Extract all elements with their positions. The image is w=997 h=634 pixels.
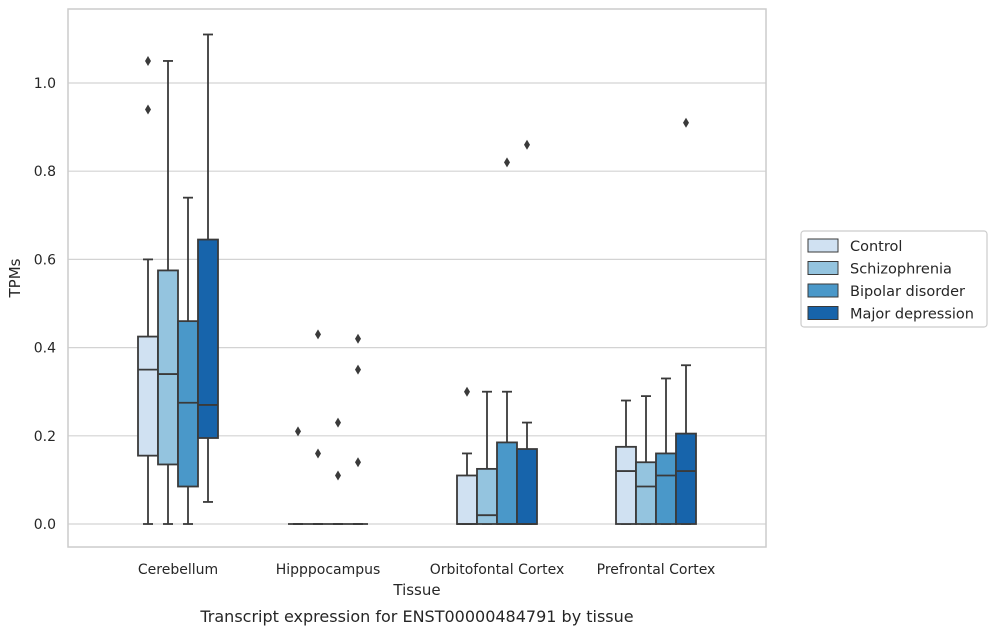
outlier-point — [355, 364, 361, 375]
box — [456, 474, 478, 525]
box-group — [348, 333, 368, 525]
box — [197, 238, 219, 439]
outlier-point — [355, 457, 361, 468]
legend-label: Schizophrenia — [850, 262, 952, 278]
outlier-point — [464, 386, 470, 397]
outlier-point — [315, 448, 321, 459]
box — [496, 441, 518, 525]
box — [516, 448, 538, 525]
box-group — [635, 395, 657, 525]
box — [655, 452, 677, 525]
legend: Control Schizophrenia Bipolar disorder Majo… — [800, 230, 988, 328]
box — [675, 432, 697, 525]
x-tick-label: Hipppocampus — [276, 562, 381, 578]
boxes — [137, 33, 697, 525]
outlier-point — [355, 333, 361, 344]
box-group — [655, 377, 677, 525]
x-tick-labels: Cerebellum Hipppocampus Orbitofontal Corte… — [138, 562, 715, 578]
box-group — [516, 139, 538, 525]
box-group — [328, 417, 348, 525]
y-tick-label: 0.8 — [34, 164, 56, 180]
legend-swatch — [807, 238, 839, 253]
legend-swatch — [807, 261, 839, 275]
legend-swatch — [807, 306, 839, 320]
legend-label: Control — [850, 239, 902, 255]
legend-label: Bipolar disorder — [850, 284, 965, 300]
box-group — [496, 157, 518, 525]
box-group — [308, 329, 328, 525]
box-group — [615, 399, 637, 525]
legend-frame — [800, 230, 988, 328]
box — [635, 461, 657, 525]
box — [137, 335, 159, 457]
box — [177, 320, 199, 488]
outlier-point — [524, 139, 530, 150]
x-tick-label: Orbitofontal Cortex — [430, 562, 565, 578]
box-group — [157, 60, 179, 525]
legend-swatch — [807, 283, 839, 298]
outlier-point — [683, 117, 689, 128]
outlier-point — [335, 470, 341, 481]
outlier-point — [335, 417, 341, 428]
outlier-point — [315, 329, 321, 340]
y-tick-labels: 0.0 0.2 0.4 0.6 0.8 1.0 — [34, 76, 56, 533]
box-group — [197, 33, 219, 503]
box-group — [476, 390, 498, 525]
outlier-point — [145, 55, 151, 66]
x-tick-label: Cerebellum — [138, 562, 218, 578]
y-tick-label: 0.2 — [34, 429, 56, 445]
box — [615, 445, 637, 525]
y-tick-label: 1.0 — [34, 76, 56, 92]
x-axis-label: Tissue — [392, 581, 440, 599]
box-group — [675, 117, 697, 525]
box-group — [288, 426, 308, 525]
chart-title: Transcript expression for ENST0000048479… — [199, 607, 633, 626]
outlier-point — [295, 426, 301, 437]
y-tick-label: 0.4 — [34, 341, 56, 357]
legend-label: Major depression — [850, 307, 974, 323]
y-tick-label: 0.6 — [34, 252, 56, 268]
y-axis-label: TPMs — [6, 258, 24, 298]
box-group — [137, 55, 159, 525]
plot-frame — [67, 8, 767, 548]
box-group — [456, 386, 478, 525]
outlier-point — [145, 104, 151, 115]
x-tick-label: Prefrontal Cortex — [597, 562, 716, 578]
outlier-point — [504, 157, 510, 168]
box — [157, 269, 179, 466]
y-tick-label: 0.0 — [34, 517, 56, 533]
box-group — [177, 196, 199, 525]
